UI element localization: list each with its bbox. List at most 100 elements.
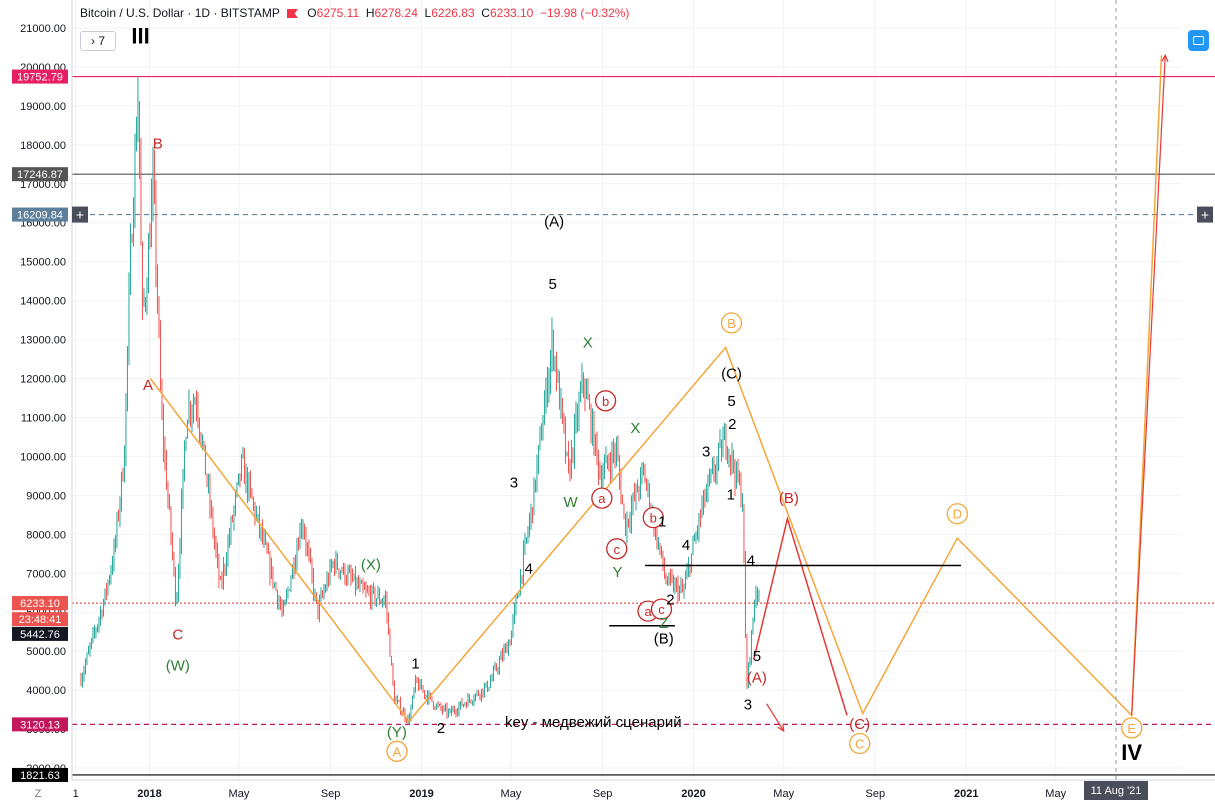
wave-line <box>753 515 848 716</box>
wave-paths <box>149 53 1169 733</box>
wave-circle <box>606 538 628 560</box>
wave-label: c <box>614 542 621 557</box>
wave-circle <box>946 503 968 525</box>
wave-label: III <box>131 24 149 49</box>
chart-settings-button[interactable] <box>1188 30 1209 51</box>
wave-label: B <box>727 316 736 331</box>
wave-label: Z <box>659 615 668 632</box>
level-price-tag <box>12 207 68 222</box>
wave-label: E <box>1127 721 1136 736</box>
scale-label-text: 5442.76 <box>20 629 60 641</box>
crosshair-date-label: 11 Aug '21 <box>1091 785 1142 797</box>
flag-icon <box>286 9 298 18</box>
wave-label: 1 <box>411 656 419 673</box>
wave-label: X <box>630 420 640 437</box>
x-tick-label: May <box>501 788 522 800</box>
wave-label: 4 <box>747 552 755 569</box>
arrow-head <box>1161 53 1169 62</box>
wave-label: a <box>598 491 606 506</box>
level-price-tag <box>12 717 68 732</box>
arrow-line <box>766 703 785 732</box>
level-price-label: 16209.84 <box>17 210 63 222</box>
wave-label: (B) <box>779 490 799 507</box>
scale-label-text: 23:48:41 <box>19 614 62 626</box>
wave-label: 4 <box>525 560 533 577</box>
wave-label: 3 <box>510 475 518 492</box>
wave-label: 3 <box>702 443 710 460</box>
wave-label: (C) <box>721 366 742 383</box>
wave-line <box>149 55 1163 723</box>
wave-label: 4 <box>682 537 690 554</box>
x-tick-label: 2020 <box>681 788 705 800</box>
wave-circle <box>720 312 743 334</box>
wave-label: 5 <box>753 648 761 665</box>
wave-label: A <box>143 377 153 394</box>
layout-icon <box>1193 36 1204 45</box>
y-tick-label: 13000.00 <box>20 335 66 347</box>
y-tick-label: 17000.00 <box>20 179 66 191</box>
wave-circle <box>650 598 673 620</box>
wave-label: a <box>644 604 652 619</box>
wave-label: X <box>583 334 593 351</box>
symbol-header: Bitcoin / U.S. Dollar · 1D · BITSTAMP O6… <box>80 6 629 20</box>
wave-label: (W) <box>166 658 190 675</box>
wave-label: (Y) <box>387 724 407 741</box>
wave-label: 3 <box>744 697 752 714</box>
y-tick-label: 10000.00 <box>20 451 66 463</box>
y-tick-label: 12000.00 <box>20 374 66 386</box>
wave-label: c <box>658 602 665 617</box>
wave-label: 5 <box>549 276 557 293</box>
close-value: 6233.10 <box>489 6 534 20</box>
level-price-label: 3120.13 <box>20 719 60 731</box>
open-value: 6275.11 <box>316 6 360 20</box>
x-tick-label: Sep <box>866 788 886 800</box>
crosshair: 11 Aug '21 + + <box>72 0 1213 800</box>
wave-label: b <box>650 511 657 526</box>
x-tick-label: May <box>773 788 794 800</box>
wave-circle <box>1121 717 1143 739</box>
level-price-label: 1821.63 <box>20 770 60 782</box>
x-tick-label: May <box>1045 788 1066 800</box>
ohlc-values: O6275.11 H6278.24 L6226.83 C6233.10 −19.… <box>307 6 629 20</box>
wave-label: Y <box>613 564 623 581</box>
close-label: C <box>481 6 490 20</box>
wave-circle <box>386 740 408 762</box>
scale-label-text: 6233.10 <box>20 598 60 610</box>
crosshair-plus-button <box>1197 206 1213 223</box>
wave-label: (A) <box>544 214 564 231</box>
level-price-tag <box>12 167 68 182</box>
arrow-head <box>777 723 785 733</box>
y-tick-label: 8000.00 <box>26 529 66 541</box>
x-tick-label: Sep <box>593 788 613 800</box>
low-value: 6226.83 <box>431 6 475 20</box>
indicators-toggle-button[interactable]: › 7 <box>80 31 116 51</box>
chevron-right-icon: › <box>90 34 95 48</box>
wave-label: 2 <box>728 416 736 433</box>
level-price-label: 19752.79 <box>17 72 63 84</box>
chart-grid <box>72 0 1182 780</box>
wave-label: W <box>563 494 578 511</box>
wave-label: (X) <box>361 556 381 573</box>
wave-label: 1 <box>658 514 666 531</box>
scenario-note: key - медвежий сценарий <box>505 714 682 731</box>
y-tick-label: 9000.00 <box>26 490 66 502</box>
wave-circle <box>594 390 617 412</box>
arrow-line <box>1131 55 1166 716</box>
low-label: L <box>424 6 432 20</box>
level-price-tag <box>12 69 68 84</box>
crosshair-date-tag <box>1084 781 1148 800</box>
wave-label: (A) <box>747 669 767 686</box>
y-tick-label: 11000.00 <box>21 412 66 424</box>
chart-axes: 2000.003000.004000.005000.006000.007000.… <box>12 0 1215 800</box>
wave-label: (C) <box>849 716 870 733</box>
crosshair-plus-button <box>72 206 88 223</box>
plus-icon: + <box>1201 207 1209 223</box>
wave-label: 5 <box>727 393 735 410</box>
wave-label: 2 <box>666 591 674 608</box>
scale-label-tag <box>12 612 68 627</box>
scale-label-tag <box>12 596 68 611</box>
x-tick-label: May <box>229 788 250 800</box>
wave-label: A <box>393 744 402 759</box>
